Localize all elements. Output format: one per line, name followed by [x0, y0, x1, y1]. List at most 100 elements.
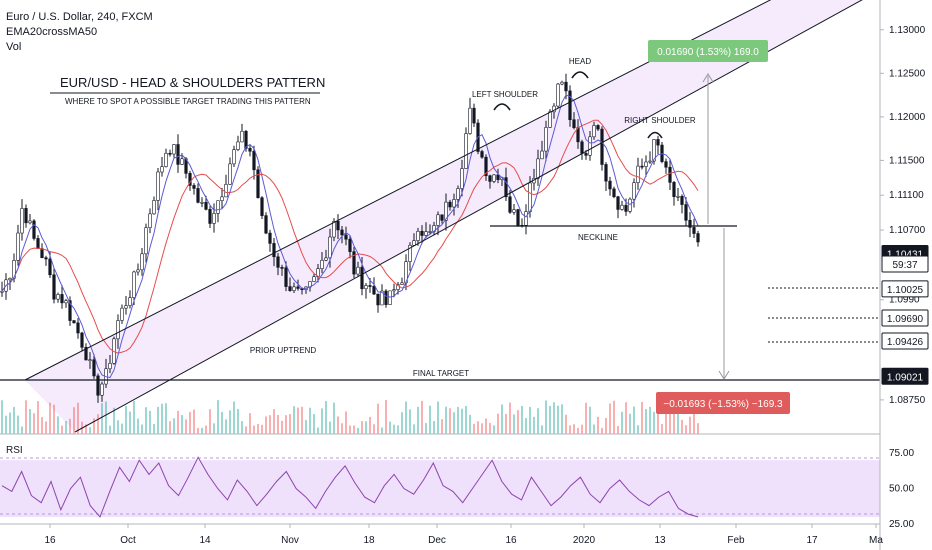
candle	[148, 208, 152, 234]
channel-lower-line[interactable]	[74, 0, 880, 433]
rsi-tick-label: 75.00	[889, 448, 914, 459]
volume-bar	[365, 421, 367, 434]
candle	[256, 166, 260, 199]
candle	[156, 168, 160, 211]
candle	[392, 283, 396, 298]
volume-bar	[197, 427, 199, 434]
time-tick-label: 16	[44, 535, 56, 546]
candle	[380, 284, 384, 306]
candle	[116, 314, 120, 349]
time-axis[interactable]: 16 Oct 14 Nov 18 Dec 16 2020 13 Feb 17 Ma	[44, 524, 883, 546]
candle	[44, 255, 48, 266]
volume-bar	[301, 406, 303, 434]
candle	[384, 289, 388, 308]
volume-bar	[517, 410, 519, 434]
svg-text:1.10431: 1.10431	[887, 249, 924, 260]
volume-bar	[73, 407, 75, 434]
measure-down-box[interactable]	[656, 392, 790, 414]
candle	[344, 226, 348, 246]
volume-bar	[313, 414, 315, 434]
candle	[76, 318, 80, 339]
volume-bar	[105, 401, 107, 434]
volume-bar	[637, 425, 639, 434]
volume-bar	[681, 419, 683, 434]
volume-bar	[225, 419, 227, 434]
measure-up-box[interactable]	[648, 40, 768, 62]
candle	[364, 283, 368, 299]
candle	[144, 223, 148, 263]
volume-bar	[445, 406, 447, 434]
candle	[220, 188, 224, 209]
svg-text:59:37: 59:37	[892, 260, 917, 271]
volume-bar	[477, 421, 479, 434]
volume-bar	[53, 404, 55, 434]
candle	[72, 320, 76, 324]
volume-bar	[169, 421, 171, 434]
candle	[604, 162, 608, 192]
volume-bar	[69, 418, 71, 434]
volume-bar	[29, 409, 31, 434]
svg-text:1.09021: 1.09021	[887, 372, 924, 383]
rsi-tick-label: 50.00	[889, 484, 914, 495]
volume-bar	[497, 413, 499, 434]
volume-bar	[533, 416, 535, 434]
volume-bar	[525, 418, 527, 434]
measure-up-arrowhead	[702, 73, 714, 83]
volume-bar	[141, 424, 143, 434]
candle	[544, 120, 548, 162]
candle	[224, 174, 228, 198]
volume-bar	[21, 426, 23, 434]
volume-bar	[565, 414, 567, 434]
volume-bar	[617, 426, 619, 434]
volume-bar	[513, 414, 515, 434]
candle	[0, 281, 4, 297]
volume-bar	[149, 410, 151, 434]
candle	[692, 218, 696, 238]
volume-bar	[5, 415, 7, 434]
volume-bar	[17, 415, 19, 434]
volume-bar	[449, 408, 451, 434]
volume-bar	[417, 406, 419, 434]
candle	[188, 170, 192, 191]
rsi-line	[1, 456, 699, 518]
volume-bar	[281, 420, 283, 434]
volume-bar	[85, 424, 87, 434]
price-axis[interactable]: 1.13000 1.12500 1.12000 1.11500 1.11100 1.107…	[880, 25, 926, 406]
candle	[160, 156, 164, 177]
symbol-title: Euro / U.S. Dollar, 240, FXCM	[6, 11, 153, 23]
head-arc	[571, 71, 589, 79]
rsi-axis[interactable]: 75.00 50.00 25.00	[889, 448, 914, 530]
candle	[280, 264, 284, 276]
volume-bar	[125, 405, 127, 434]
candle	[56, 292, 60, 303]
volume-bar	[441, 419, 443, 434]
candle	[208, 206, 212, 228]
candle	[644, 155, 648, 177]
volume-bar	[89, 427, 91, 434]
volume-bar	[217, 400, 219, 434]
volume-bar	[489, 423, 491, 434]
candle	[664, 158, 668, 174]
candle	[540, 140, 544, 160]
volume-bar	[37, 401, 39, 434]
candle	[164, 148, 168, 168]
volume-bar	[161, 403, 163, 434]
candle	[196, 183, 200, 204]
svg-text:1.09426: 1.09426	[887, 337, 924, 348]
volume-bar	[221, 412, 223, 434]
volume-bar	[541, 425, 543, 434]
volume-bar	[613, 400, 615, 434]
candle	[140, 247, 144, 276]
volume-bar	[557, 405, 559, 434]
candle	[628, 197, 632, 214]
volume-bar	[697, 423, 699, 434]
candle	[212, 203, 216, 233]
neckline-label: NECKLINE	[578, 233, 618, 242]
candle	[284, 261, 288, 292]
volume-bar	[297, 407, 299, 434]
volume-bar	[397, 425, 399, 434]
time-tick-label: 16	[505, 535, 517, 546]
candle	[136, 263, 140, 276]
volume-bar	[677, 412, 679, 434]
